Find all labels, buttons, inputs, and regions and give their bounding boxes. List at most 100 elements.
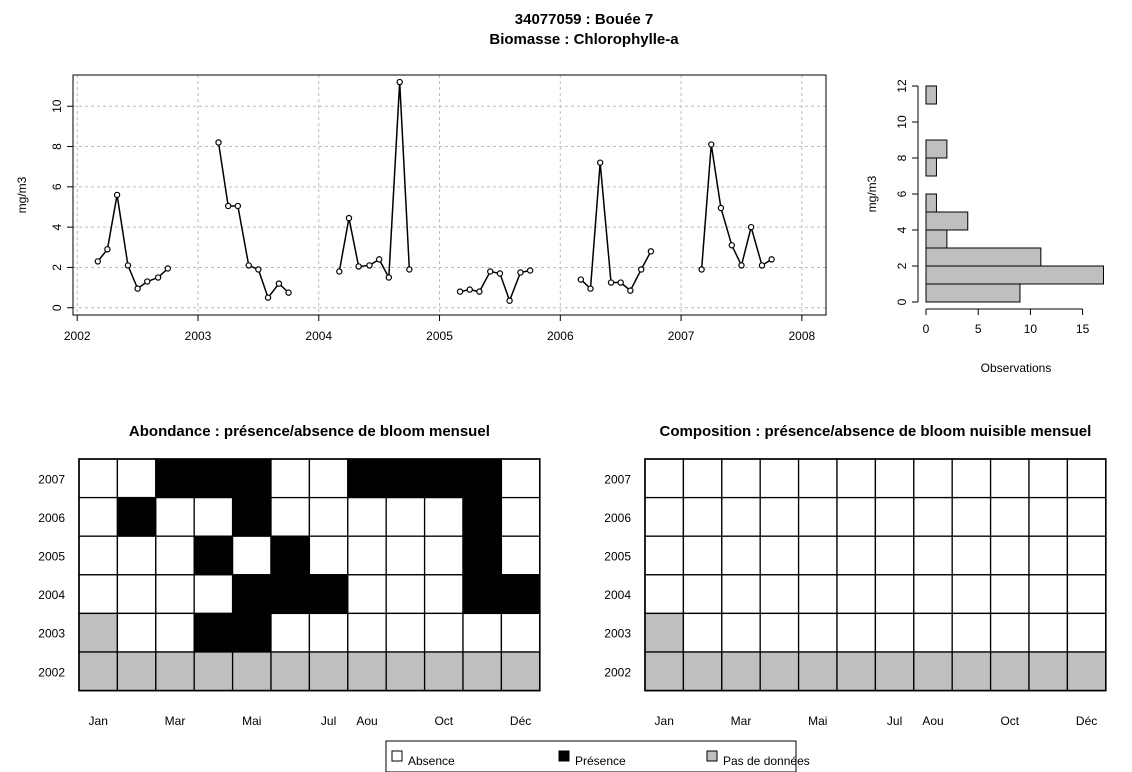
ts-data-point: [717, 204, 725, 212]
heatmap-year-label: 2003: [38, 627, 65, 641]
heatmap-cell: [462, 458, 503, 499]
ts-series-line: [700, 144, 773, 270]
legend-label: Pas de données: [723, 754, 810, 768]
hist-bar: [925, 283, 1021, 303]
ts-x-tick-label: 2005: [426, 329, 453, 343]
legend-box: [385, 740, 797, 772]
heatmap-cell: [347, 612, 387, 653]
heatmap-cell: [308, 651, 349, 692]
heatmap-cell: [308, 535, 349, 576]
heatmap-cell: [721, 535, 761, 576]
ts-data-point: [738, 262, 745, 269]
ts-data-point: [285, 289, 292, 296]
heatmap-cell: [951, 612, 992, 653]
heatmap-month-label: Oct: [434, 714, 453, 728]
ts-data-point: [234, 202, 242, 210]
ts-data-point: [617, 279, 624, 286]
ts-plot-frame: [72, 74, 827, 316]
ts-data-point: [154, 274, 162, 281]
ts-series-line: [580, 162, 652, 292]
hist-y-tick-label: 10: [895, 115, 909, 129]
heatmap-cell: [347, 496, 387, 537]
ts-data-point: [215, 139, 222, 146]
ts-data-point: [336, 268, 343, 275]
heatmap-cell: [644, 574, 685, 615]
ts-data-point: [487, 268, 494, 275]
heatmap-cell: [682, 651, 723, 692]
heatmap-cell: [347, 574, 387, 615]
heatmap-cell: [270, 612, 311, 653]
heatmap-cell: [1066, 612, 1107, 653]
heatmap-cell: [78, 535, 119, 576]
heatmap-year-label: 2006: [38, 511, 65, 525]
heatmap-cell: [500, 535, 541, 576]
heatmap-cell: [797, 535, 838, 576]
heatmap-month-label: Jul: [321, 714, 336, 728]
ts-data-point: [264, 294, 272, 301]
heatmap-frame: [78, 458, 541, 692]
heatmap-cell: [951, 458, 992, 499]
heatmap-title: Abondance : présence/absence de bloom me…: [129, 423, 490, 440]
ts-data-point: [385, 274, 393, 281]
heatmap-year-label: 2005: [38, 550, 65, 564]
heatmap-cell: [1066, 458, 1107, 499]
ts-data-point: [638, 266, 645, 273]
heatmap-month-label: Déc: [1076, 714, 1097, 728]
heatmap-cell: [193, 574, 234, 615]
heatmap-cell: [721, 651, 761, 692]
heatmap-cell: [423, 496, 464, 537]
heatmap-cell: [1066, 651, 1107, 692]
heatmap-month-label: Jul: [887, 714, 902, 728]
ts-y-tick-label: 6: [50, 183, 64, 190]
heatmap-month-label: Mai: [242, 714, 261, 728]
heatmap-cell: [423, 535, 464, 576]
ts-data-point: [476, 288, 483, 295]
hist-y-tick-label: 0: [895, 298, 909, 305]
heatmap-cell: [116, 574, 157, 615]
heatmap-cell: [347, 651, 387, 692]
heatmap-cell: [116, 535, 157, 576]
heatmap-cell: [1028, 612, 1069, 653]
heatmap-cell: [989, 651, 1030, 692]
heatmap-cell: [231, 612, 272, 653]
hist-x-tick-label: 5: [975, 322, 982, 336]
heatmap-cell: [270, 496, 311, 537]
ts-data-point: [698, 266, 705, 273]
heatmap-cell: [874, 612, 915, 653]
ts-data-point: [747, 223, 755, 231]
heatmap-cell: [913, 612, 953, 653]
heatmap-cell: [682, 574, 723, 615]
heatmap-cell: [913, 651, 953, 692]
main-title-line1: 34077059 : Bouée 7: [515, 11, 653, 28]
hist-y-tick-label: 2: [895, 262, 909, 269]
hist-bar: [925, 193, 937, 213]
ts-data-point: [345, 214, 353, 222]
ts-x-tick-label: 2003: [185, 329, 212, 343]
heatmap-cell: [874, 458, 915, 499]
heatmap-cell: [385, 496, 426, 537]
heatmap-cell: [155, 496, 195, 537]
ts-data-point: [144, 278, 151, 285]
ts-x-tick-label: 2008: [788, 329, 815, 343]
heatmap-cell: [423, 458, 464, 499]
heatmap-frame: [644, 458, 1107, 692]
hist-bar: [925, 85, 937, 105]
heatmap-cell: [759, 574, 800, 615]
heatmap-cell: [270, 458, 311, 499]
heatmap-cell: [270, 535, 311, 576]
heatmap-cell: [462, 496, 503, 537]
ts-data-point: [758, 262, 766, 269]
heatmap-cell: [874, 651, 915, 692]
heatmap-cell: [193, 496, 234, 537]
ts-data-point: [406, 266, 413, 273]
legend: Absence Présence Pas de données: [385, 740, 810, 772]
hist-bar: [925, 157, 937, 177]
heatmap-cell: [836, 458, 877, 499]
heatmap-cell: [116, 496, 157, 537]
ts-x-tick-label: 2002: [64, 329, 91, 343]
heatmap-cell: [1066, 574, 1107, 615]
heatmap-year-label: 2004: [604, 588, 631, 602]
heatmap-cell: [797, 574, 838, 615]
heatmap-cell: [116, 651, 157, 692]
